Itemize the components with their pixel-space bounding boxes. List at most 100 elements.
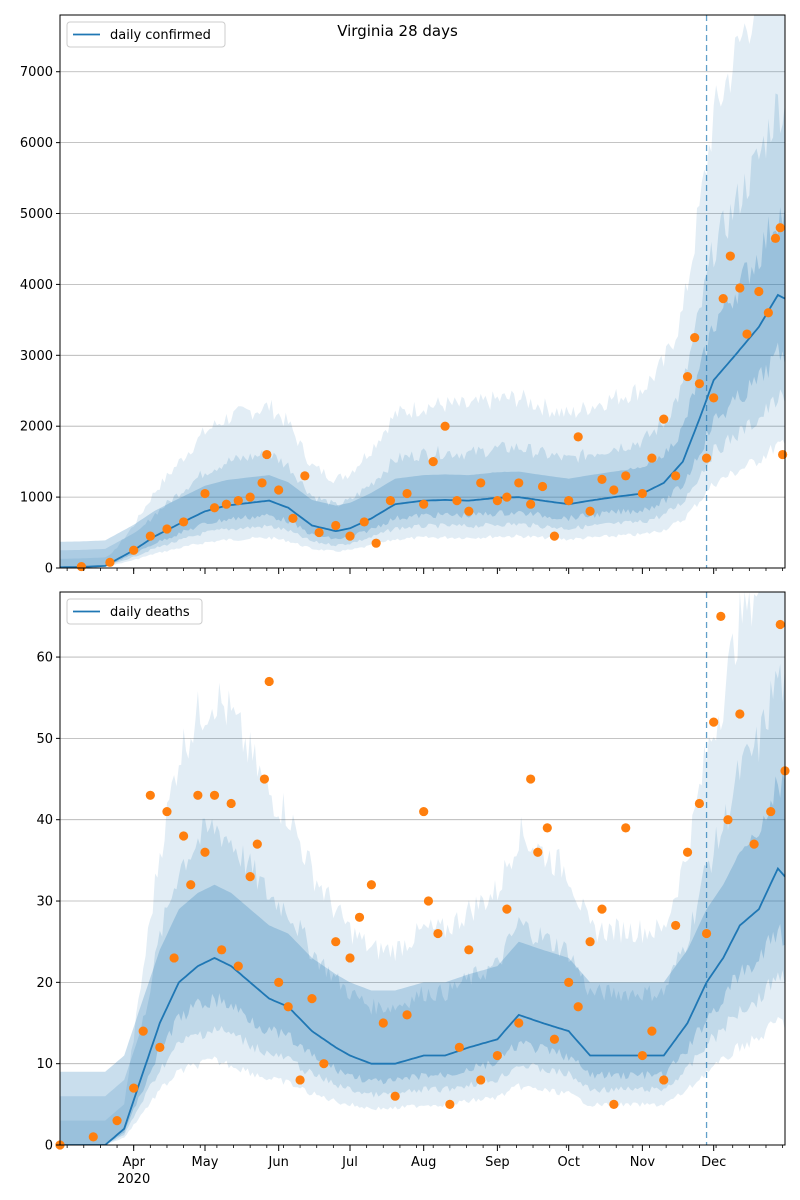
x-tick-label: Nov <box>630 1155 656 1170</box>
data-point <box>682 371 693 382</box>
data-point <box>129 1083 139 1093</box>
data-point <box>770 233 781 243</box>
data-point <box>723 815 733 825</box>
data-point <box>145 531 155 541</box>
data-point <box>226 798 236 809</box>
data-point <box>274 485 284 495</box>
data-point <box>402 1010 412 1020</box>
data-point <box>549 531 560 541</box>
data-point <box>314 527 324 538</box>
data-point <box>514 1018 524 1028</box>
data-point <box>428 457 438 467</box>
data-point <box>564 496 574 506</box>
y-tick-label: 40 <box>36 813 53 828</box>
data-point <box>274 977 284 987</box>
uncertainty-bands <box>60 15 785 568</box>
x-tick-label: Oct <box>557 1155 579 1170</box>
y-tick-label: 4000 <box>20 278 53 293</box>
data-point <box>659 414 669 424</box>
data-point <box>709 393 719 403</box>
data-point <box>345 531 355 541</box>
data-point <box>390 1091 400 1101</box>
data-point <box>573 1002 583 1012</box>
data-point <box>735 709 745 719</box>
data-point <box>331 520 341 531</box>
data-point <box>221 499 231 509</box>
data-point <box>597 904 607 914</box>
x-tick-label: Dec <box>701 1155 726 1170</box>
y-tick-label: 20 <box>36 976 53 991</box>
y-tick-label: 3000 <box>20 349 53 364</box>
data-point <box>647 1026 657 1036</box>
data-point <box>162 806 172 817</box>
data-point <box>502 492 512 502</box>
data-point <box>492 1050 502 1061</box>
data-point <box>385 496 396 506</box>
data-point <box>288 513 298 523</box>
data-point <box>245 872 255 882</box>
y-gridlines <box>60 656 785 1065</box>
data-point <box>647 453 657 463</box>
data-point <box>423 896 434 906</box>
y-tick-label: 5000 <box>20 207 53 222</box>
x-axis <box>66 568 784 574</box>
data-point <box>778 449 788 460</box>
data-point <box>307 994 317 1004</box>
data-point <box>564 977 574 987</box>
data-point <box>682 847 693 857</box>
y-tick-label: 0 <box>45 1139 53 1154</box>
data-point <box>402 488 412 499</box>
data-point <box>775 619 785 630</box>
data-point <box>145 790 155 800</box>
data-point <box>671 920 681 931</box>
data-point <box>283 1002 293 1012</box>
data-point <box>709 717 719 727</box>
data-point <box>162 524 172 534</box>
data-point <box>193 790 203 800</box>
x-year-label: 2020 <box>117 1172 150 1187</box>
uncertainty-band-1 <box>60 15 785 568</box>
axes-frame <box>59 591 786 1146</box>
data-point <box>378 1018 388 1028</box>
data-point <box>716 611 726 621</box>
y-tick-label: 1000 <box>20 491 53 506</box>
legend-label: daily deaths <box>110 605 190 620</box>
observed-points <box>55 611 790 1150</box>
data-point <box>354 912 365 922</box>
data-point <box>295 1075 305 1085</box>
data-point <box>464 506 474 516</box>
data-point <box>252 839 262 849</box>
data-point <box>245 492 255 502</box>
y-tick-label: 0 <box>45 562 53 577</box>
data-point <box>233 496 243 506</box>
data-point <box>742 329 752 339</box>
data-point <box>718 293 728 304</box>
x-tick-label: Sep <box>485 1155 510 1170</box>
data-point <box>264 676 274 687</box>
legend: daily deaths <box>66 598 203 625</box>
data-point <box>476 1075 486 1085</box>
data-point <box>433 928 443 939</box>
data-point <box>452 496 462 506</box>
data-point <box>763 308 773 318</box>
y-tick-label: 50 <box>36 732 53 747</box>
data-point <box>637 488 647 499</box>
data-point <box>257 478 267 488</box>
data-point <box>694 379 705 389</box>
data-point <box>694 798 705 809</box>
data-point <box>476 478 486 488</box>
data-point <box>445 1099 455 1109</box>
data-point <box>440 421 450 431</box>
data-point <box>749 839 759 849</box>
deaths-chart-panel: 0 10 20 30 40 50 60 Apr May Jun Jul Aug Sep Oct Nov Dec… <box>36 591 790 1187</box>
data-point <box>585 506 595 516</box>
data-point <box>502 904 512 914</box>
data-point <box>690 332 700 343</box>
data-point <box>169 953 179 963</box>
data-point <box>200 847 210 857</box>
data-point <box>537 481 548 492</box>
data-point <box>492 496 502 506</box>
y-tick-label: 7000 <box>20 65 53 80</box>
data-point <box>609 1099 619 1109</box>
data-point <box>637 1050 647 1061</box>
